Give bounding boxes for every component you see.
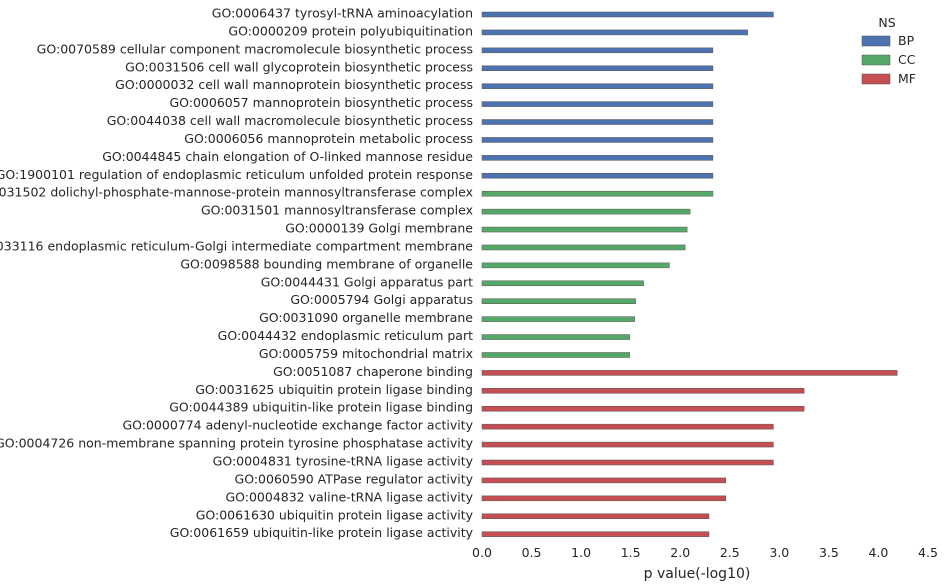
bar-mf <box>481 441 774 448</box>
category-label: GO:1900101 regulation of endoplasmic ret… <box>0 167 473 182</box>
bar-group <box>481 11 898 537</box>
category-label: GO:0070589 cellular component macromolec… <box>37 41 473 56</box>
bar-cc <box>481 208 691 215</box>
x-axis-ticks: 0.0 0.5 1.0 1.5 2.0 2.5 3.0 3.5 4.0 4.5 <box>472 545 938 560</box>
bar-bp <box>481 173 714 179</box>
category-label: GO:0031501 mannosyltransferase complex <box>201 203 473 218</box>
category-label: GO:0098588 bounding membrane of organell… <box>180 256 473 271</box>
legend-swatch-cc <box>861 54 891 66</box>
category-label: GO:0044845 chain elongation of O-linked … <box>102 149 473 164</box>
bar-cc <box>481 298 636 304</box>
category-label: GO:0004832 valine-tRNA ligase activity <box>225 489 473 504</box>
legend-swatch-bp <box>861 35 891 47</box>
bar-bp <box>481 65 714 72</box>
legend-label-cc: CC <box>898 52 916 67</box>
bar-bp <box>481 119 714 125</box>
category-label: GO:0000139 Golgi membrane <box>285 221 473 236</box>
bar-mf <box>481 531 710 537</box>
legend-swatch-mf <box>861 73 891 85</box>
x-tick-label: 3.5 <box>819 545 839 560</box>
category-label: GO:0044389 ubiquitin-like protein ligase… <box>169 400 473 415</box>
category-label: GO:0031090 organelle membrane <box>259 310 473 325</box>
category-label: GO:0000774 adenyl-nucleotide exchange fa… <box>122 418 473 433</box>
category-label: GO:0004831 tyrosine-tRNA ligase activity <box>213 454 474 469</box>
bar-cc <box>481 352 630 358</box>
legend-entries: BP CC MF <box>861 33 916 86</box>
bar-bp <box>481 11 774 18</box>
bar-cc <box>481 316 635 322</box>
category-label: GO:0005759 mitochondrial matrix <box>259 346 473 361</box>
legend-label-bp: BP <box>898 33 915 48</box>
bar-mf <box>481 495 727 502</box>
category-label: GO:0006057 mannoprotein biosynthetic pro… <box>169 95 473 110</box>
category-label: GO:0006437 tyrosyl-tRNA aminoacylation <box>212 6 473 21</box>
category-label: GO:0000032 cell wall mannoprotein biosyn… <box>115 77 473 92</box>
bar-bp <box>481 83 714 89</box>
bar-cc <box>481 334 630 340</box>
category-label: GO:0060590 ATPase regulator activity <box>235 471 474 486</box>
category-label: GO:0031502 dolichyl-phosphate-mannose-pr… <box>0 185 473 200</box>
x-tick-label: 1.5 <box>621 545 641 560</box>
category-labels: GO:0006437 tyrosyl-tRNA aminoacylation GO… <box>0 6 474 541</box>
category-label: GO:0044431 Golgi apparatus part <box>261 274 473 289</box>
bar-cc <box>481 190 714 197</box>
category-label: GO:0061659 ubiquitin-like protein ligase… <box>170 525 474 540</box>
x-tick-label: 3.0 <box>769 545 789 560</box>
bar-cc <box>481 226 688 233</box>
bar-mf <box>481 459 774 466</box>
bar-mf <box>481 513 710 520</box>
bar-cc <box>481 244 686 251</box>
legend-label-mf: MF <box>898 71 916 86</box>
bar-cc <box>481 262 670 269</box>
category-label: GO:0000209 protein polyubiquitination <box>228 23 473 38</box>
category-label: GO:0031506 cell wall glycoprotein biosyn… <box>125 59 473 74</box>
x-tick-label: 2.5 <box>720 545 740 560</box>
category-label: GO:0051087 chaperone binding <box>273 364 473 379</box>
category-label: GO:0006056 mannoprotein metabolic proces… <box>184 131 473 146</box>
x-tick-label: 4.0 <box>868 545 888 560</box>
bar-mf <box>481 405 805 412</box>
category-label: GO:0044432 endoplasmic reticulum part <box>218 328 473 343</box>
x-tick-label: 4.5 <box>918 545 938 560</box>
bar-bp <box>481 101 714 107</box>
x-tick-label: 0.0 <box>472 545 492 560</box>
bar-mf <box>481 370 898 376</box>
category-label: GO:0031625 ubiquitin protein ligase bind… <box>195 382 473 397</box>
bar-bp <box>481 155 714 161</box>
category-label: GO:0061630 ubiquitin protein ligase acti… <box>196 507 474 522</box>
category-label: GO:0044038 cell wall macromolecule biosy… <box>107 113 473 128</box>
bar-mf <box>481 477 727 484</box>
bar-mf <box>481 388 805 394</box>
x-axis-label: p value(-log10) <box>644 566 751 582</box>
legend-title: NS <box>878 15 895 30</box>
category-label: GO:0005794 Golgi apparatus <box>290 292 473 307</box>
bar-mf <box>481 423 774 430</box>
bar-bp <box>481 137 714 143</box>
x-tick-label: 2.0 <box>670 545 690 560</box>
legend: NS BP CC MF <box>861 15 916 86</box>
x-tick-label: 1.0 <box>571 545 591 560</box>
category-label: GO:0033116 endoplasmic reticulum-Golgi i… <box>0 238 473 253</box>
bar-bp <box>481 29 748 36</box>
x-tick-label: 0.5 <box>522 545 542 560</box>
category-label: GO:0004726 non-membrane spanning protein… <box>0 436 474 451</box>
bar-cc <box>481 280 644 287</box>
bar-bp <box>481 47 714 54</box>
